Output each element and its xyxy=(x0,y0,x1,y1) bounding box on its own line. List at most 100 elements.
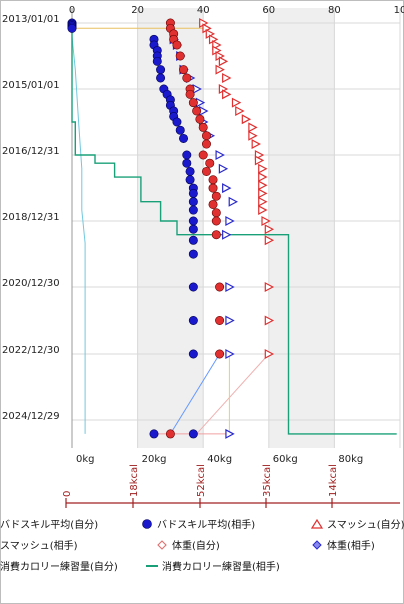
point-badminton-opp-18 xyxy=(185,166,195,176)
shaded-bands xyxy=(137,8,335,448)
legend-item-badminton_opp[interactable]: バドスキル平均(相手) xyxy=(140,516,255,531)
point-smash-opp-24 xyxy=(211,216,221,226)
point-badminton-opp-28 xyxy=(188,282,198,292)
point-smash-self-25 xyxy=(258,205,268,216)
point-weight-opp-13 xyxy=(228,196,238,207)
point-smash-opp-19 xyxy=(208,175,218,185)
point-smash-opp-21 xyxy=(211,191,221,201)
date-tick-label: 2018/12/31 xyxy=(2,212,60,223)
bottom-tick-label: 40kg xyxy=(207,454,232,465)
point-smash-self-22 xyxy=(258,180,268,191)
date-tick-label: 2015/01/01 xyxy=(2,80,60,91)
point-badminton-opp-16 xyxy=(182,150,192,160)
connector-line-blue xyxy=(169,353,221,435)
legend-label: 消費カロリー練習量(自分) xyxy=(0,562,118,573)
legend-item-smash_opp[interactable]: スマッシュ(相手) xyxy=(0,537,78,552)
point-smash-self-29 xyxy=(264,282,275,292)
legend-label: 体重(相手) xyxy=(327,541,375,552)
point-smash-opp-17 xyxy=(205,158,215,168)
point-smash-self-11 xyxy=(222,89,232,100)
legend-row: スマッシュ(相手) 体重(自分) 体重(相手) xyxy=(0,537,404,555)
date-tick-label: 2016/12/31 xyxy=(2,146,60,157)
legend-row: バドスキル平均(自分) バドスキル平均(相手) スマッシュ(自分) xyxy=(0,516,404,534)
point-badminton-opp-29 xyxy=(188,315,198,325)
calorie-tick-label: 14kcal xyxy=(328,464,339,497)
calorie-tick-label: 52kcal xyxy=(196,464,207,497)
point-smash-self-12 xyxy=(231,97,242,108)
point-smash-opp-10 xyxy=(188,98,198,108)
legend-item-smash_self[interactable]: スマッシュ(自分) xyxy=(310,516,404,531)
point-smash-opp-26 xyxy=(215,282,225,292)
point-badminton-opp-27 xyxy=(188,249,198,259)
legend-item-weight_opp[interactable]: 体重(相手) xyxy=(310,537,375,552)
legend-item-cal_self[interactable]: 消費カロリー練習量(自分) xyxy=(0,558,118,573)
legend-label: 体重(自分) xyxy=(172,541,220,552)
top-tick-label: 60 xyxy=(262,5,275,16)
point-badminton-opp-24 xyxy=(188,216,198,226)
point-badminton-opp-19 xyxy=(185,175,195,185)
bottom-tick-label: 80kg xyxy=(338,454,363,465)
point-smash-self-13 xyxy=(235,105,245,116)
y-axis-dates: 2013/01/01 2015/01/01 2016/12/31 2018/12/31… xyxy=(2,14,60,422)
top-tick-label: 80 xyxy=(328,5,341,16)
point-weight-opp-19 xyxy=(225,428,235,439)
point-smash-self-15 xyxy=(248,122,258,133)
point-smash-self-23 xyxy=(258,188,268,199)
legend-label: バドスキル平均(自分) xyxy=(0,520,99,531)
point-badminton-opp-31 xyxy=(188,429,198,439)
grid-lines xyxy=(71,8,401,448)
point-smash-self-30 xyxy=(264,315,275,326)
legend-label: スマッシュ(相手) xyxy=(0,541,78,552)
point-smash-opp-4 xyxy=(172,40,182,50)
date-tick-label: 2013/01/01 xyxy=(2,14,60,25)
point-smash-self-24 xyxy=(258,196,268,207)
legend-item-badminton_self[interactable]: バドスキル平均(自分) xyxy=(0,516,98,531)
point-weight-opp-18 xyxy=(225,349,235,359)
point-smash-self-31 xyxy=(264,349,275,359)
legend-item-cal_opp[interactable]: 消費カロリー練習量(相手) xyxy=(145,558,280,573)
point-smash-opp-20 xyxy=(208,183,218,193)
x-axis-bottom: 0kg 20kg 40kg 60kg 80kg xyxy=(76,454,363,465)
point-smash-opp-11 xyxy=(192,106,202,116)
point-badminton-opp-4 xyxy=(152,56,162,66)
point-smash-opp-29 xyxy=(165,429,175,439)
point-smash-self-20 xyxy=(258,163,268,174)
bottom-tick-label: 20kg xyxy=(142,454,167,465)
point-smash-opp-6 xyxy=(179,65,189,75)
point-smash-self-16 xyxy=(248,130,258,141)
point-smash-self-9 xyxy=(222,72,232,83)
point-badminton-opp-17 xyxy=(182,158,192,168)
point-smash-opp-23 xyxy=(211,208,221,218)
bottom-tick-label: 0kg xyxy=(76,454,95,465)
calorie-tick-label: 0 xyxy=(62,491,73,497)
point-badminton-opp-5 xyxy=(156,65,166,75)
point-badminton-self-5 xyxy=(149,429,159,439)
point-weight-opp-10 xyxy=(215,150,225,160)
point-badminton-opp-21 xyxy=(188,188,198,198)
legend-label: 消費カロリー練習量(相手) xyxy=(162,562,280,573)
legend-label: バドスキル平均(相手) xyxy=(157,520,256,531)
point-smash-opp-9 xyxy=(185,89,195,99)
point-badminton-opp-15 xyxy=(179,133,189,143)
series-cal-self-line xyxy=(71,23,86,434)
point-weight-opp-15 xyxy=(222,229,232,240)
band-1 xyxy=(268,8,335,448)
top-tick-label: 40 xyxy=(197,5,210,16)
top-tick-label: 0 xyxy=(69,5,75,16)
point-badminton-opp-23 xyxy=(188,205,198,215)
point-badminton-self-4 xyxy=(67,23,77,33)
legend-item-weight_self[interactable]: 体重(自分) xyxy=(155,537,220,552)
point-smash-self-26 xyxy=(261,216,271,226)
calorie-axis: 0 18kcal 52kcal 35kcal 14kcal xyxy=(62,464,400,508)
point-smash-self-21 xyxy=(258,172,268,183)
point-smash-opp-25 xyxy=(211,230,221,240)
point-smash-opp-27 xyxy=(215,315,225,325)
calorie-tick-label: 35kcal xyxy=(262,464,273,497)
point-smash-opp-15 xyxy=(201,139,211,149)
point-smash-opp-13 xyxy=(198,122,208,132)
point-weight-opp-11 xyxy=(218,163,229,174)
top-tick-label: 20 xyxy=(131,5,144,16)
point-badminton-opp-14 xyxy=(175,125,185,135)
point-weight-opp-16 xyxy=(225,282,235,292)
point-smash-self-8 xyxy=(215,64,225,75)
